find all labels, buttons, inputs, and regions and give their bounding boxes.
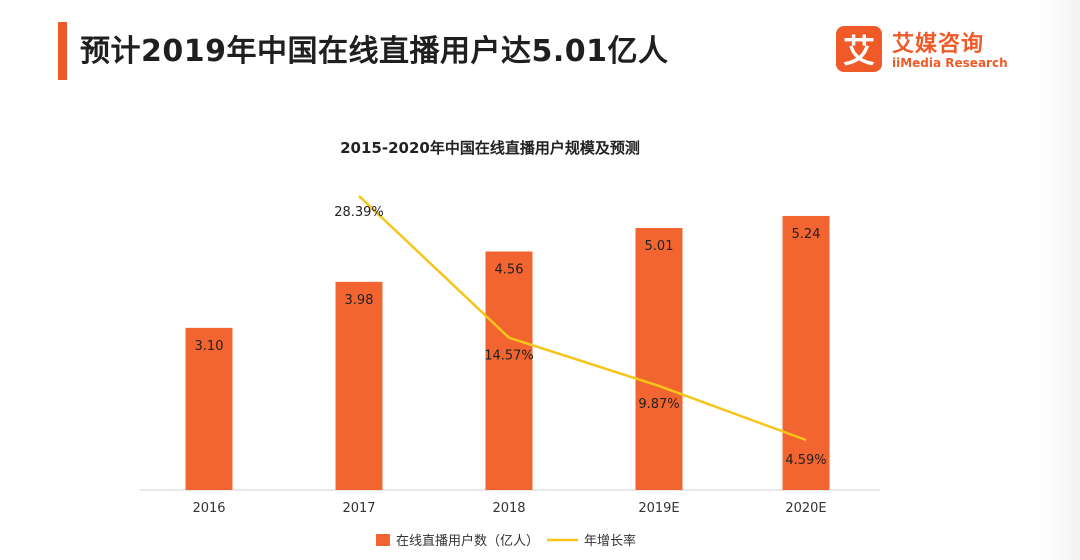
- logo-name-cn: 艾媒咨询: [892, 32, 985, 57]
- growth-rate-label: 14.57%: [484, 349, 534, 364]
- brand-logo: 艾 艾媒咨询 iiMedia Research: [836, 26, 1036, 76]
- legend-label-growth: 年增长率: [584, 533, 636, 549]
- growth-rate-label: 28.39%: [334, 205, 384, 220]
- user-scale-chart: 2015-2020年中国在线直播用户规模及预测 3.10 3.98 4.56 5.01…: [140, 139, 880, 549]
- growth-rate-label: 4.59%: [785, 453, 826, 468]
- bar-2018: [485, 251, 533, 490]
- growth-rate-line: [358, 195, 807, 442]
- bar-value-label: 3.10: [195, 339, 224, 354]
- logo-name-en: iiMedia Research: [892, 56, 1008, 70]
- chart-title: 2015-2020年中国在线直播用户规模及预测: [340, 139, 640, 157]
- x-tick-label: 2019E: [638, 501, 679, 516]
- x-tick-label: 2016: [192, 501, 225, 516]
- legend: 在线直播用户数（亿人） 年增长率: [376, 533, 636, 549]
- x-tick-label: 2017: [342, 501, 375, 516]
- page-title: 预计2019年中国在线直播用户达5.01亿人: [80, 34, 669, 69]
- x-tick-label: 2020E: [785, 501, 826, 516]
- bar-2020E: [782, 215, 830, 490]
- legend-label-users: 在线直播用户数（亿人）: [396, 533, 539, 549]
- title-accent-bar: [58, 22, 67, 80]
- logo-mark-icon: 艾: [836, 26, 882, 72]
- bar-value-label: 5.24: [792, 227, 821, 242]
- bar-value-label: 3.98: [345, 293, 374, 308]
- legend-swatch-bar: [376, 534, 390, 546]
- bar-2019E: [635, 227, 683, 491]
- x-tick-label: 2018: [492, 501, 525, 516]
- bar-2016: [185, 327, 233, 490]
- bar-value-label: 5.01: [645, 239, 674, 254]
- page-edge-shadow: [1040, 0, 1080, 560]
- bar-2017: [335, 281, 383, 490]
- growth-rate-label: 9.87%: [638, 397, 679, 412]
- bar-value-label: 4.56: [495, 263, 524, 278]
